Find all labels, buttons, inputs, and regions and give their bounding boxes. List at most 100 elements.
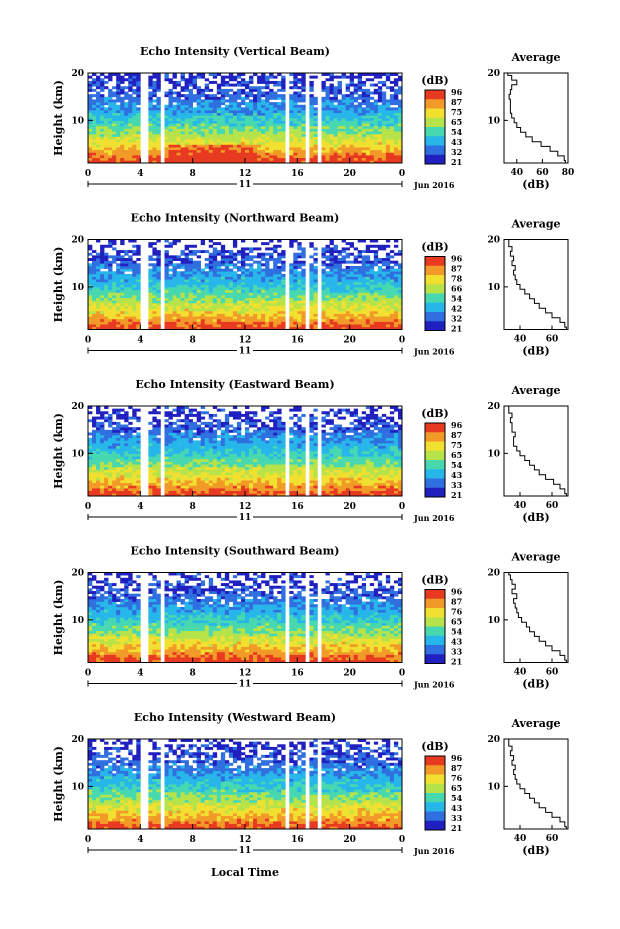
heatmap-cell [333,297,338,301]
heatmap-cell [381,149,387,153]
heatmap-cell [381,263,387,267]
heatmap-cell [116,252,121,256]
heatmap-cell [132,273,137,277]
heatmap-cell [128,488,133,492]
heatmap-cell [124,73,129,76]
heatmap-cell [188,125,193,129]
heatmap-cell [148,123,153,127]
heatmap-cell [321,107,326,111]
heatmap-cell [128,73,133,76]
heatmap-cell [152,289,157,293]
heatmap-cell [397,86,403,90]
heatmap-cell [136,160,141,164]
heatmap-cell [128,104,133,108]
heatmap-cell [208,131,214,135]
heatmap-cell [232,128,238,132]
heatmap-cell [345,308,350,312]
heatmap-cell [224,279,230,283]
heatmap-cell [176,424,181,428]
heatmap-cell [345,99,350,103]
heatmap-cell [148,429,153,433]
heatmap-cell [88,292,93,296]
heatmap-cell [353,260,359,264]
heatmap-cell [208,263,214,267]
heatmap-cell [329,78,334,82]
heatmap-cell [208,281,214,285]
heatmap-cell [353,324,359,328]
heatmap-cell [393,279,399,283]
heatmap-cell [148,244,153,248]
heatmap-cell [333,247,338,251]
heatmap-cell [164,445,169,449]
heatmap-cell [104,110,109,114]
heatmap-cell [349,321,354,325]
heatmap-cell [377,295,383,299]
heatmap-cell [220,112,226,116]
heatmap-cell [204,104,210,108]
heatmap-cell [88,86,93,90]
heatmap-cell [196,255,202,259]
heatmap-cell [249,258,254,261]
heatmap-cell [120,321,125,325]
heatmap-cell [277,287,282,291]
heatmap-cell [365,265,371,269]
heatmap-cell [361,152,367,156]
heatmap-cell [92,308,97,312]
heatmap-cell [196,303,202,306]
heatmap-cell [128,83,133,87]
heatmap-cell [381,104,387,108]
heatmap-cell [156,273,161,277]
heatmap-cell [389,133,395,137]
heatmap-cell [369,131,375,135]
heatmap-cell [104,295,109,299]
heatmap-cell [156,490,161,494]
heatmap-cell [204,276,210,280]
heatmap-cell [345,268,350,272]
heatmap-cell [120,316,125,320]
heatmap-cell [297,292,302,296]
heatmap-cell [293,96,298,100]
heatmap-cell [184,155,189,159]
heatmap-cell [168,464,173,468]
heatmap-cell [176,464,181,468]
heatmap-cell [196,104,202,108]
heatmap-cell [172,477,177,481]
heatmap-cell [120,107,125,111]
heatmap-cell [357,149,363,153]
heatmap-cell [108,73,113,76]
colorbar-swatch [425,312,445,322]
heatmap-cell [293,128,298,132]
heatmap-cell [156,482,161,486]
average-y-tick-label: 10 [487,116,500,126]
heatmap-cell [289,139,294,143]
heatmap-cell [297,281,302,285]
heatmap-cell [377,86,383,90]
heatmap-cell [104,485,109,489]
heatmap-cell [381,244,387,248]
heatmap-cell [365,295,371,299]
heatmap-cell [321,297,326,301]
heatmap-cell [128,102,133,106]
heatmap-cell [357,75,363,79]
heatmap-cell [277,300,282,304]
heatmap-cell [148,458,153,462]
heatmap-cell [321,133,326,137]
heatmap-cell [156,289,161,293]
heatmap-cell [313,115,318,119]
heatmap-cell [104,252,109,256]
heatmap-cell [184,313,189,317]
heatmap-cell [397,271,403,275]
heatmap-cell [265,260,270,264]
heatmap-cell [321,289,326,293]
heatmap-cell [124,263,129,267]
heatmap-cell [96,252,101,256]
heatmap-cell [216,297,222,301]
heatmap-cell [253,96,258,100]
heatmap-cell [100,279,105,283]
heatmap-cell [224,147,230,151]
heatmap-cell [277,88,282,92]
heatmap-cell [164,448,169,452]
heatmap-cell [96,157,101,161]
heatmap-cell [249,310,254,314]
heatmap-cell [108,485,113,489]
